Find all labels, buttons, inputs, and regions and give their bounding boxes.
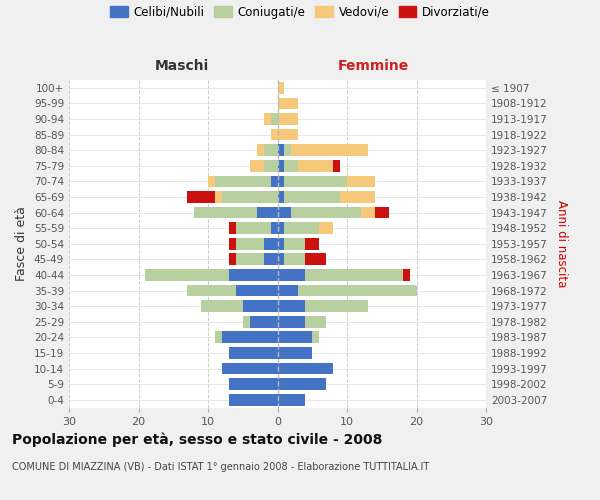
Bar [250,316,277,328]
Bar [284,254,305,265]
Bar [243,300,277,312]
Bar [277,98,298,109]
Y-axis label: Anni di nascita: Anni di nascita [554,200,568,288]
Bar [277,316,305,328]
Bar [222,191,277,203]
Bar [229,238,236,250]
Bar [305,254,326,265]
Bar [263,113,271,125]
Bar [222,362,277,374]
Text: COMUNE DI MIAZZINA (VB) - Dati ISTAT 1° gennaio 2008 - Elaborazione TUTTITALIA.I: COMUNE DI MIAZZINA (VB) - Dati ISTAT 1° … [12,462,429,472]
Bar [277,128,298,140]
Bar [208,176,215,187]
Bar [298,284,416,296]
Bar [236,222,271,234]
Bar [375,206,389,218]
Y-axis label: Fasce di età: Fasce di età [16,206,28,281]
Bar [284,144,292,156]
Bar [277,191,284,203]
Bar [215,332,222,343]
Bar [277,113,298,125]
Bar [215,191,222,203]
Bar [284,160,298,172]
Bar [284,176,347,187]
Bar [277,222,284,234]
Bar [361,206,375,218]
Bar [229,222,236,234]
Bar [312,332,319,343]
Bar [277,176,284,187]
Bar [236,238,263,250]
Bar [333,160,340,172]
Bar [284,238,305,250]
Bar [298,160,333,172]
Bar [229,254,236,265]
Bar [305,238,319,250]
Bar [263,254,277,265]
Bar [277,269,305,281]
Bar [263,160,277,172]
Bar [257,206,277,218]
Bar [292,206,361,218]
Bar [271,176,277,187]
Bar [187,284,236,296]
Bar [263,144,277,156]
Bar [277,362,333,374]
Bar [201,300,243,312]
Text: Femmine: Femmine [338,60,409,74]
Bar [277,206,292,218]
Bar [187,191,215,203]
Bar [236,284,277,296]
Bar [277,238,284,250]
Bar [277,254,284,265]
Text: Popolazione per età, sesso e stato civile - 2008: Popolazione per età, sesso e stato civil… [12,432,382,447]
Bar [229,269,277,281]
Bar [305,316,326,328]
Bar [271,222,277,234]
Bar [277,378,326,390]
Bar [277,144,284,156]
Bar [284,191,340,203]
Bar [284,222,319,234]
Bar [257,144,263,156]
Bar [243,316,250,328]
Bar [215,176,271,187]
Bar [250,160,263,172]
Bar [271,128,277,140]
Bar [305,300,368,312]
Bar [145,269,229,281]
Bar [305,269,403,281]
Bar [277,300,305,312]
Bar [194,206,257,218]
Bar [229,378,277,390]
Bar [277,347,312,359]
Bar [222,332,277,343]
Bar [229,394,277,406]
Bar [277,284,298,296]
Bar [277,82,284,94]
Bar [340,191,375,203]
Legend: Celibi/Nubili, Coniugati/e, Vedovi/e, Divorziati/e: Celibi/Nubili, Coniugati/e, Vedovi/e, Di… [105,1,495,24]
Bar [319,222,333,234]
Bar [263,238,277,250]
Bar [229,347,277,359]
Text: Maschi: Maschi [154,60,209,74]
Bar [277,332,312,343]
Bar [277,160,284,172]
Bar [277,394,305,406]
Bar [403,269,410,281]
Bar [271,113,277,125]
Bar [292,144,368,156]
Bar [347,176,375,187]
Bar [236,254,263,265]
